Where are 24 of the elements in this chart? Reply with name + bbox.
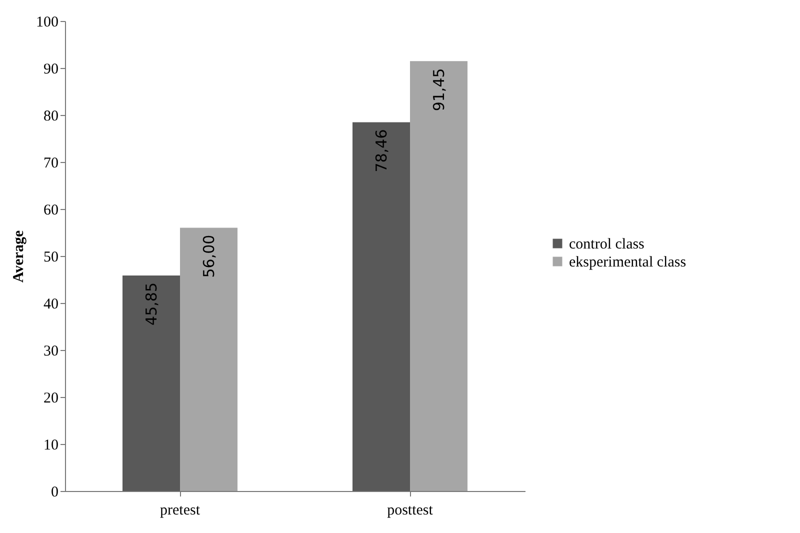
bar [410,61,468,491]
y-tick-label: 70 [44,156,58,172]
legend-label: eksperimental class [569,254,686,270]
bar [122,276,180,491]
y-tick-label: 50 [44,250,58,266]
x-tick-label: pretest [160,502,201,518]
y-tick-label: 60 [44,202,58,218]
data-label: 91,45 [430,68,448,112]
x-tick-label: posttest [387,502,434,518]
y-tick-label: 40 [44,296,58,312]
legend-label: control class [569,236,645,252]
y-tick-label: 30 [44,344,58,360]
y-tick-label: 100 [36,14,58,30]
y-tick-label: 80 [44,108,58,124]
data-label: 45,85 [142,282,160,326]
y-tick-label: 10 [44,438,58,454]
y-tick-label: 0 [51,484,58,500]
bar [180,228,238,491]
y-axis-title: Average [11,230,27,283]
data-label: 56,00 [200,234,218,278]
y-tick-label: 90 [44,62,58,78]
bar [352,122,410,491]
data-label: 78,46 [372,129,390,172]
y-tick-label: 20 [44,390,58,406]
